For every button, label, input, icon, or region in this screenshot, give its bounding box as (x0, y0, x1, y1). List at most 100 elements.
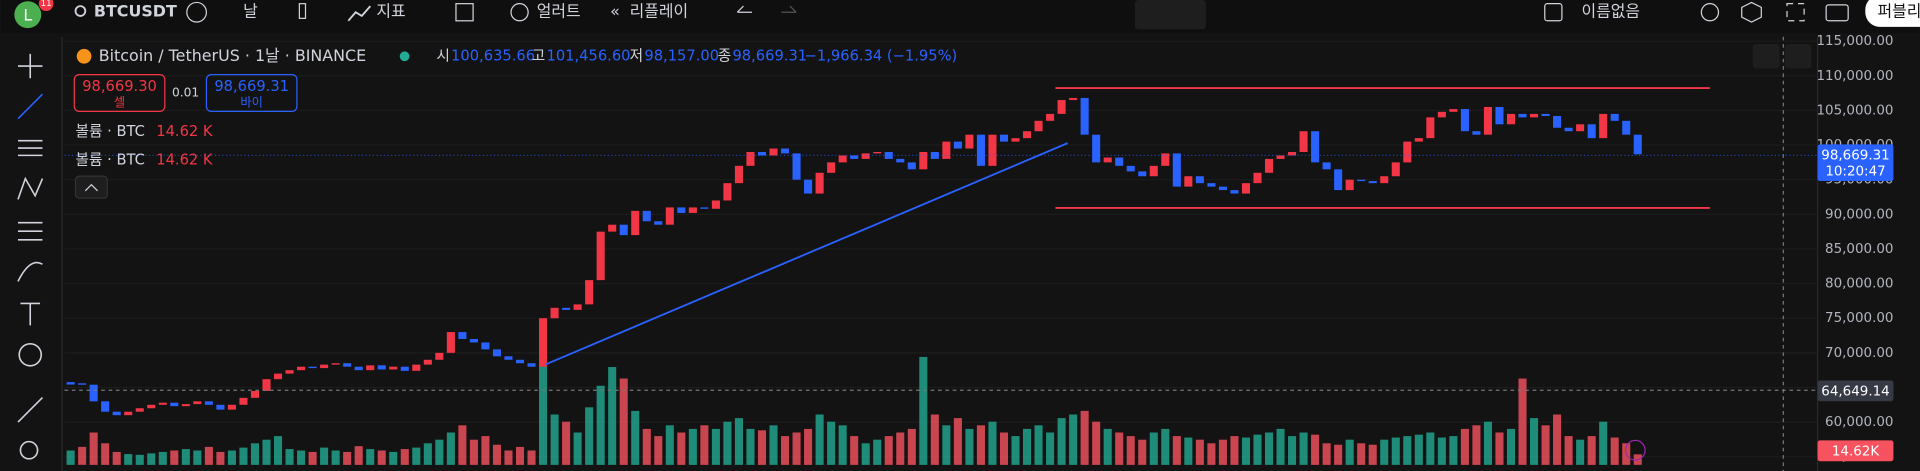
volume-legend-value: 14.62 K (156, 123, 213, 140)
layout-name[interactable]: 이름없음 (1581, 2, 1639, 21)
volume-bar (285, 449, 294, 465)
candle-body (1426, 117, 1435, 139)
buy-price: 98,669.31 (214, 78, 289, 95)
zoom-tool[interactable] (19, 440, 39, 460)
templates-icon[interactable] (455, 3, 474, 22)
snapshot-icon[interactable] (1825, 4, 1849, 22)
candle-body (907, 162, 916, 170)
candle-body (953, 141, 962, 149)
candle-body (976, 134, 985, 166)
volume-bar (608, 367, 617, 465)
crosshair-price-tag (1817, 380, 1894, 402)
candle-body (1449, 109, 1458, 112)
candle-body (1138, 171, 1147, 177)
volume-bar (1218, 439, 1227, 465)
candle-body (896, 158, 905, 163)
volume-bar (204, 446, 213, 465)
undo-icon[interactable] (736, 5, 753, 13)
candle-body (1103, 157, 1112, 163)
y-tick-label: 105,000.00 (1816, 103, 1893, 118)
candle-body (216, 404, 225, 410)
compare-icon[interactable] (186, 1, 208, 23)
pattern-tool[interactable] (17, 176, 44, 200)
replay[interactable]: 리플레이 (630, 2, 688, 21)
volume-bar (1126, 436, 1135, 465)
candle-body (1241, 183, 1250, 194)
volume-bar (677, 432, 686, 465)
candle-body (665, 207, 674, 225)
candle-body (285, 370, 294, 374)
volume-bar (400, 449, 409, 465)
candle-body (469, 338, 478, 343)
legend-title: Bitcoin / TetherUS · 1날 · BINANCE (99, 46, 366, 65)
avatar[interactable] (14, 1, 42, 29)
candle-body (769, 148, 778, 156)
top-toolbar: L 11 BTCUSDT 날 지표 얼러트 « 리플레이 이름없음 퍼블리 (0, 0, 1920, 34)
volume-bar (1357, 443, 1366, 465)
alert-marker[interactable] (1624, 439, 1646, 461)
candle-body (608, 224, 617, 232)
volume-bar (1276, 428, 1285, 465)
trendline-tool[interactable] (17, 93, 44, 120)
volume-bar (596, 385, 605, 465)
fib-tool[interactable] (17, 139, 43, 157)
collapse-button[interactable] (74, 175, 108, 199)
crosshair-tool[interactable] (17, 53, 43, 79)
ruler-tool[interactable] (17, 397, 44, 423)
y-tick-label: 75,000.00 (1825, 311, 1893, 326)
candle-body (446, 332, 455, 353)
volume-bar (907, 428, 916, 465)
buy-button[interactable] (205, 74, 298, 112)
volume-bar (147, 453, 156, 465)
candle-body (158, 402, 167, 405)
volume-bar (458, 425, 467, 465)
y-tick-label: 70,000.00 (1825, 346, 1893, 361)
candle-body (1553, 115, 1562, 128)
emoji-tool[interactable] (18, 342, 43, 367)
volume-bar (815, 414, 824, 465)
volume-bar (1195, 439, 1204, 465)
indicators[interactable]: 지표 (376, 2, 405, 21)
trend-line-drawing[interactable] (544, 142, 1069, 366)
volume-bar (1115, 432, 1124, 465)
volume-legend-label: 볼륨 · BTC (75, 151, 144, 168)
candle-body (366, 365, 375, 371)
search-tool-icon[interactable] (1700, 3, 1720, 22)
scroll-button[interactable] (1752, 44, 1780, 69)
volume-bar (919, 356, 928, 465)
volume-bar (1553, 414, 1562, 465)
candle-body (1149, 165, 1158, 177)
volume-bar (389, 451, 398, 465)
projection-tool[interactable] (17, 221, 43, 241)
y-tick-label: 60,000.00 (1825, 415, 1893, 430)
sell-button[interactable] (73, 74, 166, 112)
volume-bar (1472, 425, 1481, 465)
brush-tool[interactable] (17, 261, 43, 282)
candle-body (873, 151, 882, 154)
volume-bar (250, 443, 260, 465)
candle-body (1080, 97, 1089, 135)
candle-body (1610, 113, 1619, 121)
text-tool[interactable] (20, 302, 41, 326)
crosshair-price: 64,649.14 (1821, 384, 1889, 399)
publish-button[interactable] (1865, 0, 1920, 27)
interval[interactable]: 날 (243, 2, 258, 21)
candle-body (377, 365, 386, 370)
candle-body (850, 155, 859, 159)
volume-bar (1172, 436, 1181, 465)
sync-button[interactable] (1784, 44, 1812, 69)
candle-type-icon[interactable] (298, 3, 307, 19)
settings-icon[interactable] (1741, 1, 1762, 23)
redo-icon[interactable] (781, 5, 797, 13)
badge (38, 0, 54, 12)
y-tick-label: 85,000.00 (1825, 242, 1893, 257)
layout-toggle[interactable] (1134, 0, 1206, 30)
candle-body (458, 332, 467, 339)
candle-body (389, 366, 398, 370)
volume-bar (492, 444, 501, 465)
alert[interactable]: 얼러트 (537, 2, 581, 21)
y-tick-label: 110,000.00 (1816, 69, 1893, 84)
fullscreen-icon[interactable] (1786, 3, 1805, 22)
volume-bar (631, 410, 640, 465)
symbol[interactable]: BTCUSDT (94, 2, 177, 21)
